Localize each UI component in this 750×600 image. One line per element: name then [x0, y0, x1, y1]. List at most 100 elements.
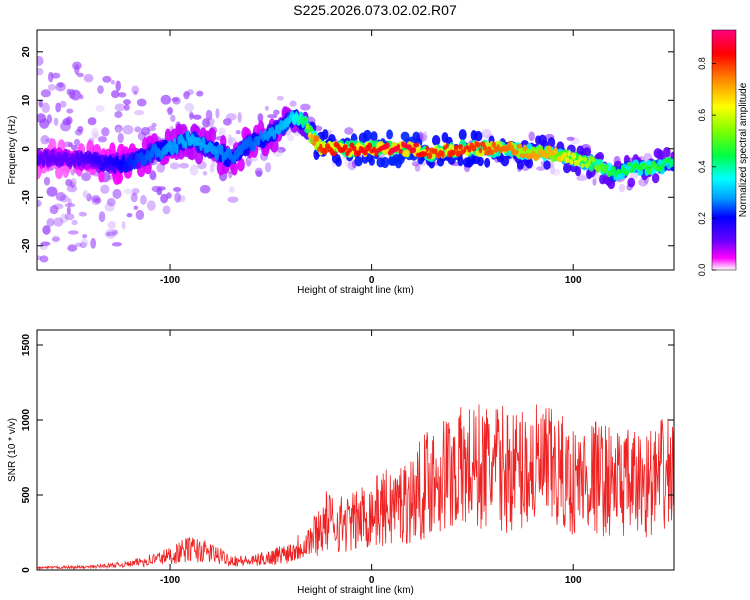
spectrogram-cell — [209, 163, 215, 173]
spectrogram-cell — [254, 167, 263, 177]
spectrogram-cell — [553, 146, 558, 154]
spectrogram-cell — [474, 130, 483, 142]
spectrogram-cell — [42, 225, 51, 235]
spectrogram-cell — [69, 178, 77, 188]
spectrogram-cell — [53, 217, 64, 227]
spectrogram-cell — [458, 129, 467, 141]
spectrogram-cell — [167, 106, 173, 116]
spectrogram-cell — [77, 125, 84, 133]
spectrogram-cell — [225, 113, 237, 121]
spectrogram-cell — [43, 149, 49, 160]
spectrogram-cell — [626, 161, 632, 168]
spectrogram-cell — [134, 126, 142, 133]
spectrogram-cell — [264, 105, 270, 111]
spectrogram-cell — [97, 85, 104, 94]
spectrogram-cell — [123, 104, 130, 111]
spectrogram-cell — [157, 186, 166, 191]
spectrogram-cell — [218, 127, 226, 138]
spectrogram-cell — [76, 72, 84, 78]
spectrogram-cell — [135, 152, 139, 164]
spectrogram-cell — [147, 125, 157, 132]
spectrogram-cell — [199, 184, 211, 194]
spectrogram-cell — [67, 197, 72, 207]
spectrogram-cell — [323, 147, 328, 155]
spectrogram-cell — [202, 170, 208, 176]
spectrogram-cell — [132, 159, 137, 170]
spectrogram-cell — [457, 156, 464, 167]
spectrogram-cell — [131, 85, 139, 94]
spectrogram-cell — [67, 230, 79, 235]
spectrogram-cell — [60, 194, 69, 203]
spectrogram-cell — [97, 136, 108, 143]
spectrogram-cell — [73, 158, 77, 168]
spectrogram-cell — [97, 155, 102, 165]
spectrogram-cell — [223, 118, 232, 126]
spectrogram-cell — [331, 151, 337, 157]
spectrogram-cell — [114, 111, 123, 119]
spectrogram-cell — [276, 146, 286, 153]
spectrogram-cell — [55, 102, 62, 113]
spectrogram-cell — [335, 157, 342, 167]
spectrogram-cell — [81, 172, 92, 182]
spectrogram-cell — [92, 131, 99, 139]
spectrogram-cell — [51, 236, 60, 242]
spectrogram-cell — [476, 141, 481, 148]
spectrogram-cell — [518, 143, 523, 149]
spectrogram-cell — [132, 187, 137, 197]
spectrogram-cell — [40, 241, 51, 247]
spectrogram-cell — [189, 164, 199, 176]
spectrogram-cell — [66, 206, 71, 215]
spectrogram-cell — [51, 72, 61, 79]
spectrogram-cell — [286, 134, 295, 142]
spectrogram-cell — [39, 255, 49, 263]
spectrogram-cell — [611, 165, 616, 173]
colorbar-tick-label: 0.4 — [697, 161, 707, 174]
spectrogram-cell — [70, 144, 78, 151]
spectrogram-cell — [53, 117, 59, 126]
spectrogram-cell — [71, 219, 78, 226]
y-tick-label: 10 — [21, 94, 32, 106]
spectrogram-cell — [413, 142, 420, 148]
spectrogram-cell — [169, 145, 176, 156]
spectrogram-cell — [60, 213, 69, 224]
spectrogram-cell — [110, 90, 120, 99]
spectrogram-cell — [133, 109, 145, 116]
spectrogram-cell — [115, 170, 124, 185]
spectrogram-cell — [106, 198, 116, 207]
spectrogram-cell — [38, 99, 43, 108]
spectrogram-cell — [316, 146, 321, 153]
spectrogram-cell — [344, 127, 354, 135]
spectrogram-cell — [513, 149, 519, 155]
spectrogram-cell — [467, 146, 472, 153]
spectrogram-cell — [73, 138, 80, 147]
spectrogram-cell — [194, 150, 204, 165]
spectrogram-cell — [40, 89, 51, 98]
spectrogram-cell — [588, 163, 595, 172]
spectrogram-cell — [569, 158, 574, 165]
spectrogram-cell — [208, 127, 217, 144]
spectrogram-cell — [455, 150, 462, 158]
spectrogram-cell — [67, 244, 78, 252]
spectrogram-cell — [66, 108, 74, 114]
spectrogram-cell — [528, 131, 535, 142]
spectrogram-cell — [491, 141, 497, 149]
x-tick-label: 100 — [565, 575, 582, 586]
spectrogram-cell — [367, 142, 373, 150]
spectrogram-cell — [522, 145, 528, 152]
spectrogram-cell — [624, 169, 630, 176]
spectrogram-cell — [130, 192, 138, 203]
spectrogram-cell — [228, 186, 235, 193]
y-tick-label: 20 — [21, 46, 32, 58]
spectrogram-cell — [104, 202, 115, 212]
spectrogram-x-label: Height of straight line (km) — [297, 285, 414, 296]
spectrogram-cell — [543, 160, 551, 170]
spectrogram-cell — [440, 150, 445, 158]
spectrogram-cell — [370, 131, 378, 142]
spectrogram-cell — [126, 213, 133, 218]
figure-title: S225.2026.073.02.02.R07 — [293, 2, 457, 18]
spectrogram-cell — [398, 148, 403, 154]
spectrogram-cell — [75, 242, 82, 247]
